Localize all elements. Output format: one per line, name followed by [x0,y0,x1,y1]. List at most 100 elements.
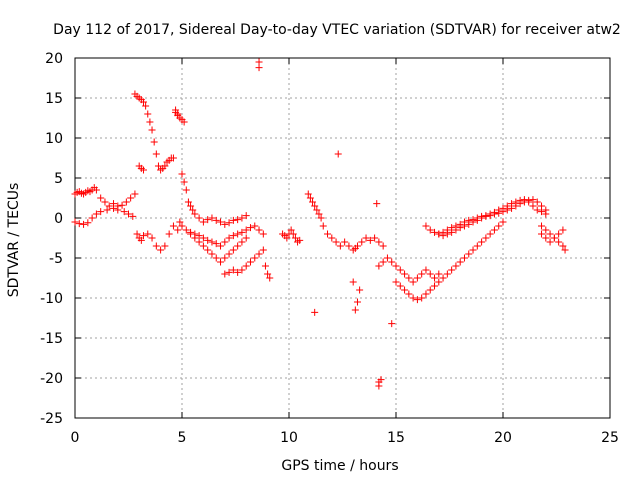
data-point [199,218,207,226]
data-point [409,294,417,302]
data-point [341,238,349,246]
data-point [208,250,216,258]
data-point [242,234,250,242]
data-point [208,214,216,222]
data-point [373,200,381,208]
data-point [199,234,207,242]
data-point [456,224,464,232]
data-point [251,254,259,262]
data-point [375,382,383,390]
data-point [311,202,319,210]
data-point [396,282,404,290]
data-point [392,278,400,286]
data-point [431,228,439,236]
data-point [165,230,173,238]
x-tick-label: 25 [601,430,619,446]
data-point [105,202,113,210]
data-point [499,218,507,226]
data-point [503,206,511,214]
data-point [401,286,409,294]
data-point [525,196,533,204]
data-point [259,246,267,254]
data-point [351,306,359,314]
data-point [388,258,396,266]
data-point [405,274,413,282]
data-point [212,216,220,224]
data-point [283,234,291,242]
data-point [452,226,460,234]
data-point [358,238,366,246]
data-point [120,208,128,216]
y-tick-label: -10 [40,291,63,307]
data-point [234,230,242,238]
data-point [413,274,421,282]
data-point [180,178,188,186]
data-point [238,228,246,236]
data-point [242,212,250,220]
data-point [148,126,156,134]
data-point [150,138,158,146]
data-point [234,216,242,224]
data-point [189,206,197,214]
data-point [178,222,186,230]
data-point [345,242,353,250]
data-point [101,198,109,206]
data-point [486,230,494,238]
y-tick-label: 5 [54,171,63,187]
data-point [191,210,199,218]
data-point [169,222,177,230]
data-point [418,294,426,302]
data-point [71,218,79,226]
data-point [439,232,447,240]
data-point [542,206,550,214]
data-point [195,214,203,222]
data-point [460,254,468,262]
data-point [490,210,498,218]
data-point [538,230,546,238]
data-point [131,190,139,198]
data-point [152,150,160,158]
data-point [375,262,383,270]
data-point [129,212,137,220]
data-point [559,226,567,234]
data-point [315,210,323,218]
data-point [238,238,246,246]
data-point [452,262,460,270]
data-point [204,236,212,244]
data-point [499,208,507,216]
data-point [396,266,404,274]
y-tick-label: -15 [40,331,63,347]
data-point [392,262,400,270]
data-point [176,218,184,226]
data-point [251,222,259,230]
data-point [208,238,216,246]
data-point [229,266,237,274]
data-point [478,214,486,222]
data-point [465,250,473,258]
data-point [125,210,132,218]
data-point [234,268,242,276]
data-point [144,230,152,238]
data-point [460,222,468,230]
data-point [555,230,563,238]
data-point [246,224,254,232]
data-point [144,110,152,118]
data-point [435,270,443,278]
data-point [118,201,126,209]
data-point [92,210,100,218]
data-point [110,204,118,212]
data-point [137,236,145,244]
data-point [266,274,274,282]
y-tick-label: 15 [45,91,63,107]
data-point [229,232,237,240]
data-point [97,208,105,216]
data-point [559,242,567,250]
data-point [97,194,105,202]
data-point [309,198,317,206]
data-point [405,290,413,298]
data-point [296,236,304,244]
data-point [92,186,100,194]
data-point [383,254,391,262]
data-point [139,166,147,174]
data-point [324,230,332,238]
